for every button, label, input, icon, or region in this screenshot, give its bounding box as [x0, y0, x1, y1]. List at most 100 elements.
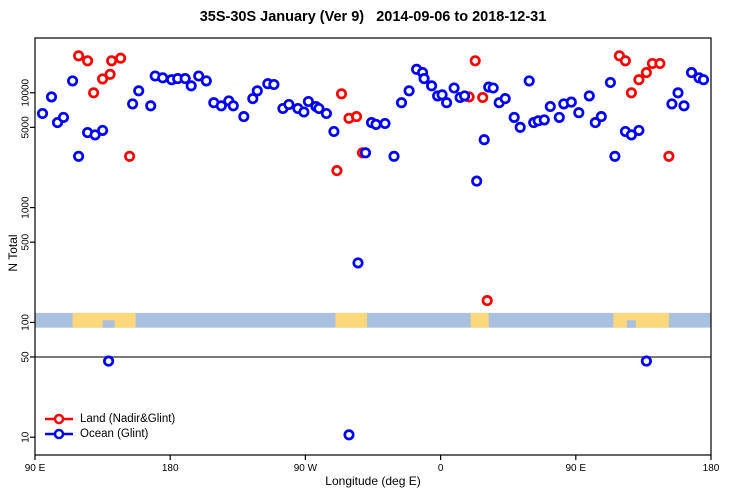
land-data-point	[97, 73, 109, 85]
ocean-data-point	[313, 102, 325, 115]
x-tick-label: 0	[438, 463, 444, 474]
land-data-point	[619, 55, 631, 67]
ocean-data-point	[302, 95, 314, 108]
ocean-data-point	[238, 111, 250, 123]
ocean-data-point	[268, 78, 280, 91]
legend-label-ocean: Ocean (Glint)	[80, 427, 149, 440]
ocean-data-point	[523, 75, 535, 87]
ocean-data-point	[328, 125, 340, 138]
land-data-point	[633, 74, 645, 86]
land-data-point	[481, 295, 493, 307]
ocean-data-point	[685, 67, 698, 79]
ocean-data-point	[193, 70, 205, 82]
ocean-data-point	[553, 111, 565, 123]
ocean-data-point	[103, 355, 115, 367]
land-data-point	[88, 87, 100, 99]
ocean-data-point	[544, 100, 556, 113]
land-data-point	[640, 67, 652, 79]
ocean-data-point	[573, 107, 585, 119]
ocean-data-point	[478, 134, 490, 146]
x-tick-label: 90 E	[566, 463, 587, 474]
ocean-data-point	[73, 150, 85, 162]
ocean-data-point	[633, 124, 645, 136]
ocean-data-point	[247, 93, 259, 105]
ocean-data-point	[185, 80, 197, 92]
legend-label-land: Land (Nadir&Glint)	[80, 412, 176, 425]
ocean-series-icon	[45, 428, 73, 439]
map-band-ocean	[35, 312, 711, 328]
ocean-data-point	[436, 89, 448, 101]
ocean-data-point	[57, 111, 70, 123]
ocean-data-point	[672, 87, 684, 99]
land-data-point	[82, 55, 94, 67]
y-tick-label: 1000	[21, 196, 32, 219]
land-data-point	[115, 52, 127, 64]
land-data-point	[469, 55, 481, 67]
map-band-notch	[102, 320, 115, 328]
ocean-data-point	[157, 72, 169, 84]
ocean-data-point	[145, 100, 157, 112]
y-tick-label: 50	[21, 351, 32, 363]
legend-item-land: Land (Nadir&Glint)	[44, 411, 175, 426]
ocean-data-point	[89, 129, 101, 141]
ocean-data-point	[697, 74, 710, 86]
plot-border	[34, 37, 712, 456]
land-data-point	[654, 57, 666, 70]
ocean-data-point	[359, 147, 372, 159]
x-axis-label: Longitude (deg E)	[325, 474, 421, 488]
land-data-point	[104, 68, 116, 80]
ocean-data-point	[403, 85, 415, 97]
ocean-data-point	[625, 129, 637, 141]
ocean-data-point	[36, 107, 49, 120]
land-data-point	[331, 165, 343, 177]
ocean-data-point	[200, 75, 212, 87]
land-data-point	[106, 55, 118, 67]
x-tick-label: 180	[703, 463, 720, 474]
ocean-data-point	[508, 111, 520, 123]
ocean-data-point	[127, 98, 139, 110]
ocean-data-point	[283, 98, 295, 111]
ocean-data-point	[609, 150, 621, 162]
ocean-data-point	[441, 97, 453, 109]
x-tick-label: 180	[162, 463, 179, 474]
land-data-point	[625, 87, 637, 99]
ocean-data-point	[565, 96, 577, 108]
ocean-data-point	[487, 82, 499, 94]
y-tick-label: 5000	[21, 116, 32, 139]
land-data-point	[335, 88, 348, 100]
ocean-data-point	[448, 82, 460, 94]
map-band-land	[613, 312, 669, 328]
y-tick-label: 100	[21, 314, 32, 331]
ocean-data-point	[215, 100, 227, 112]
ocean-data-point	[370, 118, 382, 130]
ocean-data-point	[133, 85, 145, 97]
chart-title: 35S-30S January (Ver 9) 2014-09-06 to 20…	[199, 9, 547, 25]
land-data-point	[663, 150, 675, 162]
ocean-data-point	[666, 98, 678, 110]
ocean-data-point	[583, 90, 595, 102]
x-tick-label: 90 E	[25, 463, 46, 474]
legend: Land (Nadir&Glint) Ocean (Glint)	[44, 411, 175, 441]
map-band-notch	[626, 320, 636, 328]
y-tick-label: 500	[21, 233, 32, 250]
ocean-data-point	[320, 107, 332, 120]
map-band-land	[335, 312, 367, 328]
ocean-data-point	[595, 111, 607, 123]
land-data-point	[477, 91, 489, 104]
ocean-data-point	[514, 121, 526, 133]
ocean-data-point	[45, 91, 58, 103]
ocean-data-point	[352, 257, 364, 269]
ocean-data-point	[388, 150, 400, 162]
ocean-data-point	[418, 73, 430, 85]
land-data-point	[124, 150, 136, 162]
land-data-point	[350, 111, 363, 123]
ocean-data-point	[298, 106, 310, 118]
ocean-data-point	[395, 97, 408, 109]
ocean-data-point	[538, 114, 550, 126]
ocean-data-point	[67, 75, 79, 87]
ocean-data-point	[678, 100, 690, 112]
ocean-data-point	[459, 90, 471, 102]
land-data-point	[73, 50, 85, 62]
